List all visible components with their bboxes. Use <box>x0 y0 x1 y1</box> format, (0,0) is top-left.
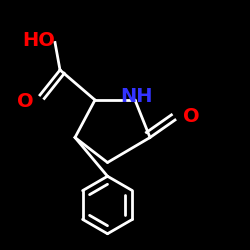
Text: O: O <box>17 92 33 111</box>
Text: O: O <box>183 107 200 126</box>
Text: HO: HO <box>22 30 55 50</box>
Text: NH: NH <box>120 87 152 106</box>
